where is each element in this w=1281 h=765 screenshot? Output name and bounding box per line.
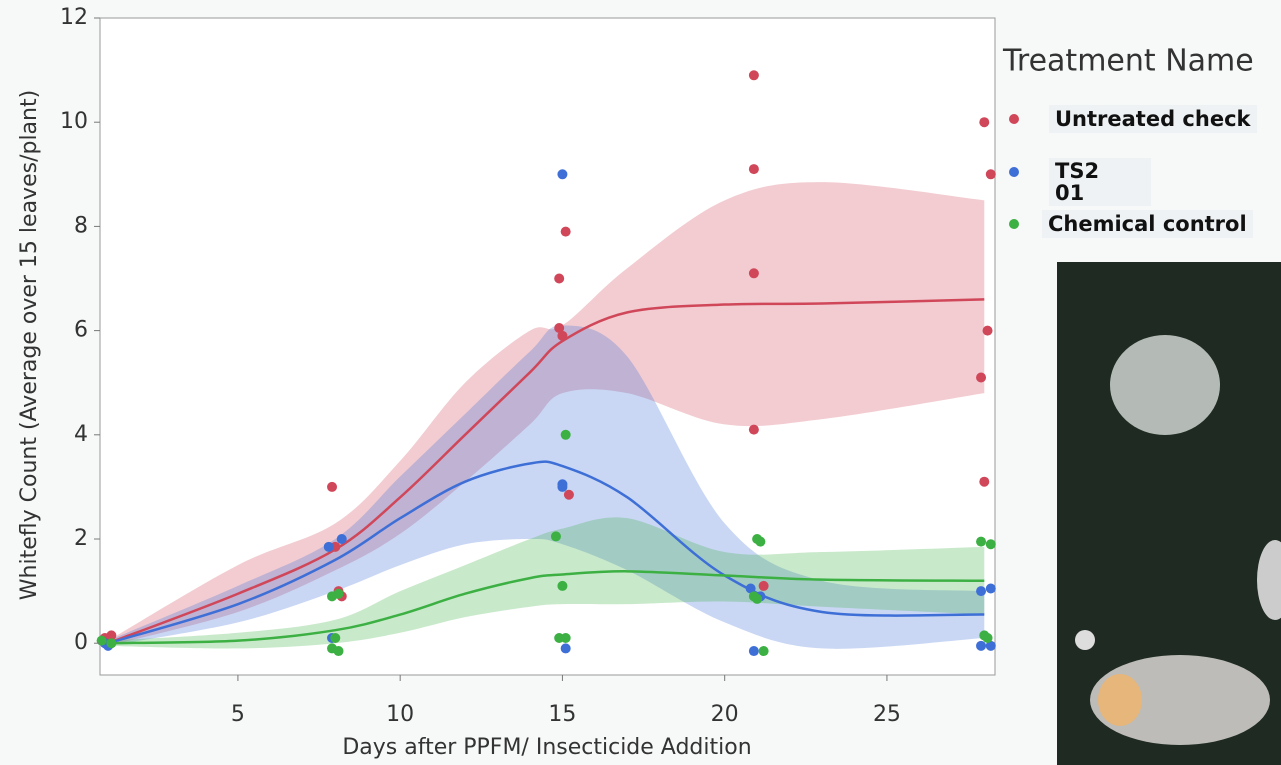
data-point [557, 580, 568, 591]
y-tick-label: 4 [74, 422, 88, 447]
confidence-band [108, 182, 985, 646]
confidence-band [108, 325, 985, 649]
data-point [985, 640, 996, 651]
data-point [560, 643, 571, 654]
data-point [550, 531, 561, 542]
data-point [560, 633, 571, 644]
data-point [554, 273, 565, 284]
data-point [560, 429, 571, 440]
data-point [985, 169, 996, 180]
data-point [752, 593, 763, 604]
photo [1057, 262, 1281, 765]
legend-label: Chemical control [1042, 210, 1253, 238]
data-point [748, 424, 759, 435]
legend-label: Untreated check [1049, 105, 1257, 133]
data-point [979, 117, 990, 128]
y-tick-label: 2 [74, 526, 88, 551]
data-point [327, 481, 338, 492]
x-tick-label: 5 [231, 702, 245, 727]
data-point [985, 539, 996, 550]
data-point [554, 323, 565, 334]
data-point [982, 325, 993, 336]
legend-marker [1009, 167, 1019, 177]
x-tick-label: 15 [548, 702, 576, 727]
data-point [979, 476, 990, 487]
data-point [758, 646, 769, 657]
data-point [330, 633, 341, 644]
y-tick-label: 0 [74, 630, 88, 655]
data-point [745, 583, 756, 594]
legend-title: Treatment Name [1002, 44, 1254, 79]
legend-marker [1009, 114, 1019, 124]
data-point [333, 588, 344, 599]
fit-line [108, 570, 985, 645]
y-tick-label: 8 [74, 213, 88, 238]
marks [96, 70, 996, 657]
data-point [106, 638, 117, 649]
data-point [557, 330, 568, 341]
data-point [976, 640, 987, 651]
data-point [560, 226, 571, 237]
plot-area [99, 17, 996, 676]
data-point [333, 646, 344, 657]
data-point [982, 633, 993, 644]
confidence-band [108, 517, 985, 649]
y-axis-label: Whitefly Count (Average over 15 leaves/p… [17, 90, 42, 600]
y-tick-label: 10 [60, 109, 88, 134]
fit-line [107, 460, 985, 645]
data-point [557, 481, 568, 492]
data-point [96, 635, 107, 646]
x-tick-label: 10 [386, 702, 414, 727]
legend-marker [1009, 219, 1019, 229]
x-axis-label: Days after PPFM/ Insecticide Addition [342, 735, 751, 760]
data-point [755, 536, 766, 547]
data-point [976, 372, 987, 383]
legend-label: TS201 [1049, 158, 1151, 206]
data-point [976, 536, 987, 547]
x-tick-label: 25 [873, 702, 901, 727]
y-tick-label: 6 [74, 318, 88, 343]
bands [108, 182, 985, 649]
y-tick-label: 12 [60, 5, 88, 30]
data-point [563, 489, 574, 500]
data-point [748, 164, 759, 175]
data-point [976, 586, 987, 597]
data-point [336, 534, 347, 545]
data-point [985, 583, 996, 594]
x-tick-label: 20 [711, 702, 739, 727]
data-point [106, 630, 117, 641]
fit-line [107, 298, 985, 645]
data-point [748, 646, 759, 657]
data-point [557, 169, 568, 180]
data-point [758, 580, 769, 591]
data-point [323, 541, 334, 552]
data-point [748, 70, 759, 81]
data-point [748, 268, 759, 279]
